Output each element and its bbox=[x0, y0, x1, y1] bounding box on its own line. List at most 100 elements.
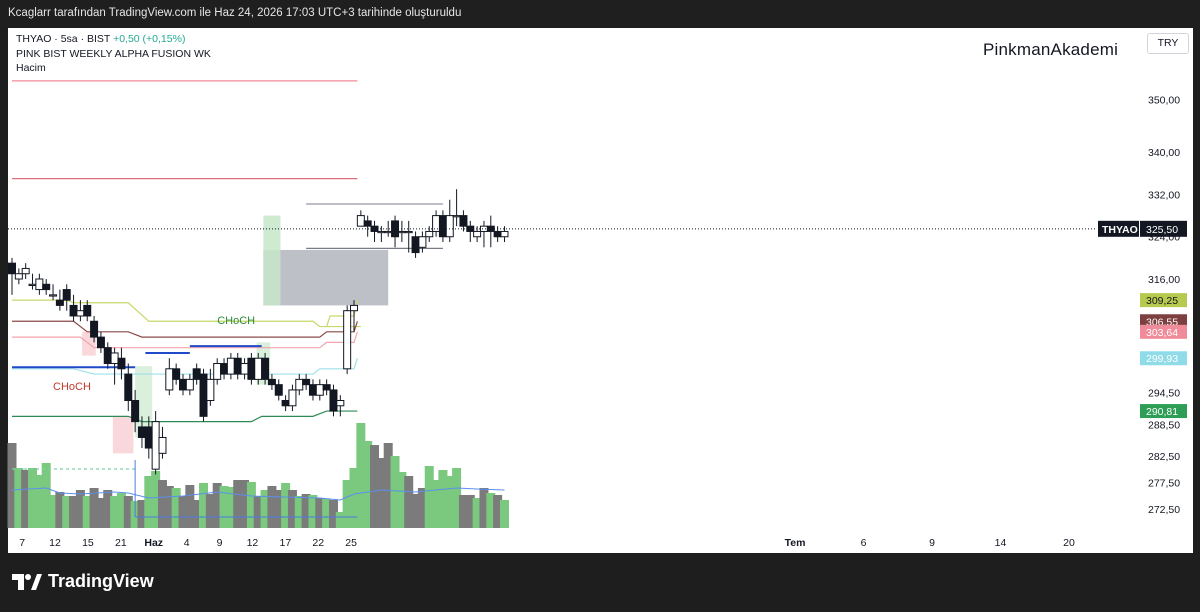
candle-body[interactable] bbox=[226, 357, 235, 375]
candle-body[interactable] bbox=[493, 230, 502, 238]
candle-body[interactable] bbox=[397, 230, 406, 234]
candle-body[interactable] bbox=[404, 230, 413, 234]
candle-body[interactable] bbox=[500, 230, 509, 238]
candle-body[interactable] bbox=[445, 215, 454, 238]
candle-body[interactable] bbox=[240, 363, 249, 375]
candle-body[interactable] bbox=[165, 368, 174, 391]
candle-body[interactable] bbox=[206, 378, 215, 402]
candle-body[interactable] bbox=[62, 289, 71, 301]
candle-body[interactable] bbox=[233, 357, 242, 375]
candle-body[interactable] bbox=[103, 347, 112, 365]
candle-body[interactable] bbox=[308, 384, 317, 396]
candle-body[interactable] bbox=[124, 373, 133, 401]
volume-bar bbox=[233, 480, 243, 528]
candle-body[interactable] bbox=[49, 294, 58, 297]
candle-body[interactable] bbox=[172, 368, 181, 380]
legend-volume[interactable]: Hacim bbox=[16, 62, 46, 74]
candle-body[interactable] bbox=[247, 357, 256, 380]
zone-rect-0[interactable] bbox=[263, 249, 389, 306]
candle-body[interactable] bbox=[473, 230, 482, 238]
candle-body[interactable] bbox=[377, 230, 386, 234]
price-tick-label: 316,00 bbox=[1148, 274, 1180, 286]
candle-body[interactable] bbox=[432, 215, 441, 232]
candle-body[interactable] bbox=[329, 389, 338, 412]
candle-body[interactable] bbox=[28, 283, 37, 286]
currency-button[interactable]: TRY bbox=[1147, 33, 1189, 54]
candle-body[interactable] bbox=[90, 320, 99, 338]
candle-body[interactable] bbox=[356, 215, 365, 227]
candle-body[interactable] bbox=[35, 278, 44, 291]
candle-body[interactable] bbox=[151, 421, 160, 470]
band-line-1[interactable] bbox=[12, 320, 358, 338]
candle-body[interactable] bbox=[267, 378, 276, 386]
volume-bar bbox=[69, 496, 79, 528]
band-line-4[interactable] bbox=[12, 410, 358, 423]
candle-body[interactable] bbox=[110, 352, 119, 365]
candle-body[interactable] bbox=[336, 400, 345, 407]
candle-body[interactable] bbox=[459, 215, 468, 227]
candle-body[interactable] bbox=[322, 384, 331, 391]
candle-body[interactable] bbox=[137, 426, 146, 438]
candle-body[interactable] bbox=[76, 310, 85, 317]
candle-body[interactable] bbox=[425, 230, 434, 238]
candle-body[interactable] bbox=[254, 357, 263, 380]
legend-symbol[interactable]: THYAO · 5sa · BIST bbox=[16, 33, 111, 45]
zone-rect-1[interactable] bbox=[263, 215, 281, 306]
candle-body[interactable] bbox=[438, 215, 447, 238]
band-axis-label: 290,81 bbox=[1146, 406, 1178, 418]
band-line-0[interactable] bbox=[12, 299, 361, 328]
chart-area[interactable] bbox=[8, 28, 1193, 553]
candle-body[interactable] bbox=[185, 378, 194, 391]
candle-body[interactable] bbox=[479, 225, 488, 232]
band-line-3[interactable] bbox=[12, 358, 358, 375]
candle-body[interactable] bbox=[315, 384, 324, 396]
legend-indicator[interactable]: PINK BIST WEEKLY ALPHA FUSION WK bbox=[16, 47, 211, 60]
candle-body[interactable] bbox=[8, 262, 16, 275]
candle-body[interactable] bbox=[96, 336, 105, 349]
candle-body[interactable] bbox=[199, 373, 208, 417]
volume-bar bbox=[431, 480, 441, 528]
price-tick-label: 272,50 bbox=[1148, 504, 1180, 516]
candle-body[interactable] bbox=[452, 215, 461, 218]
candle-body[interactable] bbox=[384, 230, 393, 234]
candle-body[interactable] bbox=[131, 400, 140, 423]
volume-bar bbox=[171, 488, 181, 528]
candle-body[interactable] bbox=[288, 389, 297, 407]
price-chart[interactable]: CHoCHCHoCH360,00350,00340,00332,00324,00… bbox=[0, 0, 1200, 560]
volume-bar bbox=[424, 466, 434, 528]
candle-body[interactable] bbox=[343, 310, 352, 370]
tradingview-logo[interactable]: TradingView bbox=[12, 571, 154, 592]
zone-rect-3[interactable] bbox=[112, 416, 134, 454]
candle-body[interactable] bbox=[295, 378, 304, 391]
candle-body[interactable] bbox=[302, 378, 311, 386]
candle-body[interactable] bbox=[179, 378, 187, 391]
candle-body[interactable] bbox=[363, 220, 372, 227]
candle-body[interactable] bbox=[213, 363, 222, 380]
candle-body[interactable] bbox=[274, 384, 283, 396]
candle-body[interactable] bbox=[83, 304, 92, 317]
candle-body[interactable] bbox=[411, 236, 420, 254]
candle-body[interactable] bbox=[418, 236, 427, 248]
band-axis-badge bbox=[1140, 293, 1187, 308]
candle-body[interactable] bbox=[350, 304, 358, 312]
candle-body[interactable] bbox=[144, 426, 153, 449]
candle-body[interactable] bbox=[158, 436, 167, 454]
candle-body[interactable] bbox=[261, 357, 270, 380]
candle-body[interactable] bbox=[55, 299, 64, 306]
candle-body[interactable] bbox=[69, 304, 78, 317]
candle-body[interactable] bbox=[281, 400, 290, 407]
volume-bar bbox=[192, 500, 202, 528]
candle-body[interactable] bbox=[21, 267, 30, 275]
candle-body[interactable] bbox=[220, 363, 229, 375]
volume-bar bbox=[438, 470, 448, 528]
candle-body[interactable] bbox=[117, 357, 126, 370]
zone-rect-2[interactable] bbox=[135, 366, 153, 438]
candle-body[interactable] bbox=[14, 273, 23, 280]
price-tick-label: 350,00 bbox=[1148, 94, 1180, 106]
volume-bar bbox=[274, 490, 284, 528]
choch-label: CHoCH bbox=[217, 315, 255, 327]
candle-body[interactable] bbox=[42, 283, 51, 291]
band-line-2[interactable] bbox=[12, 331, 358, 349]
candle-body[interactable] bbox=[192, 368, 201, 380]
volume-bar bbox=[55, 492, 65, 528]
